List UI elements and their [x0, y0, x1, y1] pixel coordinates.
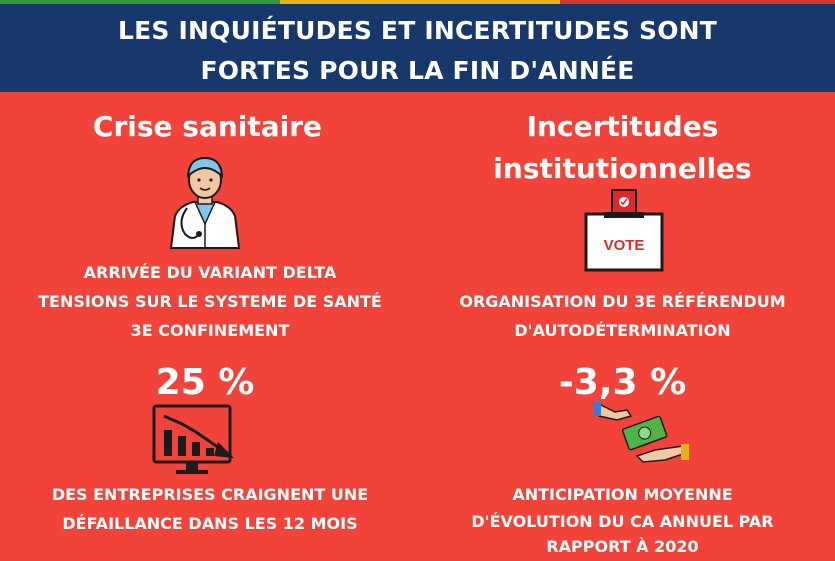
left-line-2: TENSIONS SUR LE SYSTEME DE SANTÉ: [38, 292, 382, 311]
right-stat-line-2: D'ÉVOLUTION DU CA ANNUEL PAR: [471, 512, 774, 531]
ballot-box-icon: VOTE: [584, 189, 664, 272]
doctor-icon: [169, 156, 241, 249]
right-title-line-1: Incertitudes: [526, 110, 719, 143]
right-line-2: D'AUTODÉTERMINATION: [514, 321, 731, 340]
header-title-line-2: FORTES POUR LA FIN D'ANNÉE: [200, 56, 635, 85]
header-banner: LES INQUIÉTUDES ET INCERTITUDES SONT FOR…: [0, 4, 835, 92]
header-title-line-1: LES INQUIÉTUDES ET INCERTITUDES SONT: [117, 16, 718, 45]
declining-chart-monitor-icon: [152, 404, 234, 474]
left-title: Crise sanitaire: [92, 110, 323, 143]
left-stat-line-2: DÉFAILLANCE DANS LES 12 MOIS: [62, 514, 358, 533]
left-stat-line-1: DES ENTREPRISES CRAIGNENT UNE: [51, 485, 369, 504]
right-line-1: ORGANISATION DU 3E RÉFÉRENDUM: [459, 292, 786, 311]
right-title-line-2: institutionnelles: [493, 152, 752, 185]
top-color-strip: [0, 0, 835, 4]
left-line-1: ARRIVÉE DU VARIANT DELTA: [83, 263, 337, 282]
left-line-3: 3E CONFINEMENT: [130, 321, 290, 340]
left-stat-value: 25 %: [155, 362, 255, 403]
vote-label: VOTE: [604, 237, 645, 254]
right-stat-line-3: RAPPORT À 2020: [546, 537, 699, 556]
right-stat-line-1: ANTICIPATION MOYENNE: [512, 485, 733, 504]
money-exchange-icon: [593, 402, 689, 463]
right-stat-value: -3,3 %: [558, 362, 687, 403]
